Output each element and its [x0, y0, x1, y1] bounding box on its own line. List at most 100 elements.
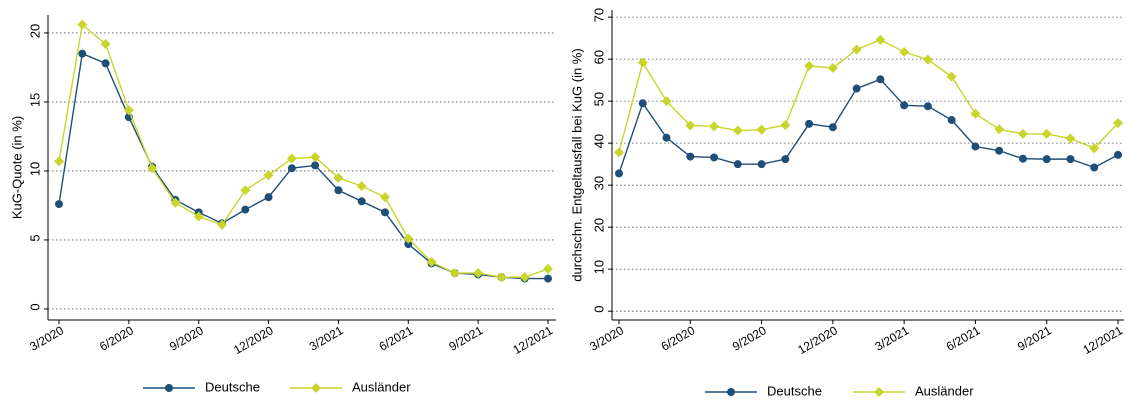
- marker: [638, 99, 647, 108]
- marker: [615, 169, 623, 178]
- marker: [709, 121, 720, 132]
- series-line: [618, 78, 1119, 174]
- x-tick-label: 3/2021: [872, 323, 911, 354]
- marker: [781, 155, 790, 164]
- marker: [263, 170, 274, 181]
- marker: [1018, 154, 1027, 163]
- marker: [1065, 133, 1076, 144]
- marker: [922, 54, 933, 65]
- legend-label: Deutsche: [767, 383, 822, 398]
- marker: [1089, 143, 1100, 154]
- marker: [240, 185, 251, 196]
- marker: [496, 272, 507, 283]
- marker: [356, 181, 367, 192]
- marker: [311, 161, 320, 170]
- marker: [685, 120, 696, 131]
- marker: [241, 205, 250, 214]
- marker: [780, 120, 791, 131]
- marker: [876, 75, 885, 84]
- marker: [757, 160, 766, 169]
- marker: [449, 268, 460, 279]
- marker: [875, 34, 886, 45]
- marker: [804, 60, 815, 71]
- marker: [661, 96, 672, 107]
- marker: [805, 119, 814, 128]
- legend-label: Ausländer: [352, 379, 411, 394]
- marker: [1041, 128, 1052, 139]
- marker: [403, 233, 414, 244]
- legend-label: Ausländer: [915, 383, 974, 398]
- marker: [473, 268, 484, 279]
- marker: [686, 152, 695, 161]
- x-tick-label: 9/2020: [730, 323, 769, 354]
- marker: [614, 147, 624, 158]
- series-line: [618, 39, 1119, 153]
- marker: [947, 116, 956, 125]
- y-axis-label: KuG-Quote (in %): [9, 116, 24, 219]
- y-tick-label: 40: [591, 134, 606, 148]
- x-tick-label: 3/2020: [587, 323, 626, 354]
- marker: [78, 49, 87, 58]
- marker: [827, 62, 838, 73]
- x-tick-label: 12/2020: [795, 323, 840, 357]
- marker: [193, 211, 204, 222]
- marker: [170, 197, 181, 208]
- marker: [874, 387, 884, 397]
- marker: [710, 153, 719, 162]
- marker: [971, 142, 980, 151]
- marker: [1114, 150, 1122, 159]
- marker: [662, 133, 671, 142]
- marker: [357, 197, 366, 206]
- marker: [1066, 155, 1075, 164]
- y-tick-label: 0: [591, 306, 606, 313]
- legend-label: Deutsche: [205, 379, 260, 394]
- y-tick-label: 20: [27, 24, 42, 38]
- marker: [310, 152, 321, 163]
- marker: [733, 160, 742, 169]
- y-tick-label: 0: [27, 303, 42, 310]
- marker: [1090, 163, 1099, 172]
- marker: [404, 240, 413, 249]
- y-tick-label: 60: [591, 50, 606, 64]
- marker: [217, 219, 227, 230]
- x-tick-label: 3/2021: [307, 323, 346, 354]
- marker: [264, 193, 273, 202]
- marker: [970, 108, 981, 119]
- marker: [381, 208, 389, 217]
- x-tick-label: 9/2020: [167, 323, 206, 354]
- marker: [100, 38, 111, 49]
- marker: [334, 186, 343, 195]
- marker: [899, 47, 910, 58]
- y-tick-label: 15: [27, 93, 42, 107]
- marker: [852, 84, 861, 93]
- x-tick-label: 12/2021: [1081, 323, 1126, 357]
- marker: [732, 125, 743, 136]
- x-tick-label: 6/2020: [97, 323, 136, 354]
- y-tick-label: 50: [591, 92, 606, 106]
- marker: [77, 19, 88, 30]
- marker: [543, 263, 553, 274]
- marker: [147, 163, 158, 174]
- marker: [1042, 155, 1051, 164]
- marker: [994, 124, 1005, 135]
- marker: [55, 200, 63, 209]
- marker: [101, 59, 110, 68]
- marker: [426, 257, 437, 268]
- x-tick-label: 6/2021: [377, 323, 416, 354]
- marker: [123, 105, 134, 116]
- marker: [311, 383, 321, 393]
- series-line: [58, 52, 548, 280]
- x-tick-label: 6/2021: [944, 323, 983, 354]
- marker: [333, 172, 344, 183]
- marker: [1017, 128, 1028, 139]
- y-axis-label: durchschn. Entgeltausfall bei KuG (in %): [569, 48, 584, 281]
- marker: [900, 101, 909, 110]
- y-tick-label: 5: [27, 234, 42, 241]
- marker: [851, 44, 862, 55]
- series-line: [58, 23, 549, 278]
- marker: [54, 156, 64, 167]
- marker: [923, 102, 932, 111]
- marker: [380, 192, 390, 203]
